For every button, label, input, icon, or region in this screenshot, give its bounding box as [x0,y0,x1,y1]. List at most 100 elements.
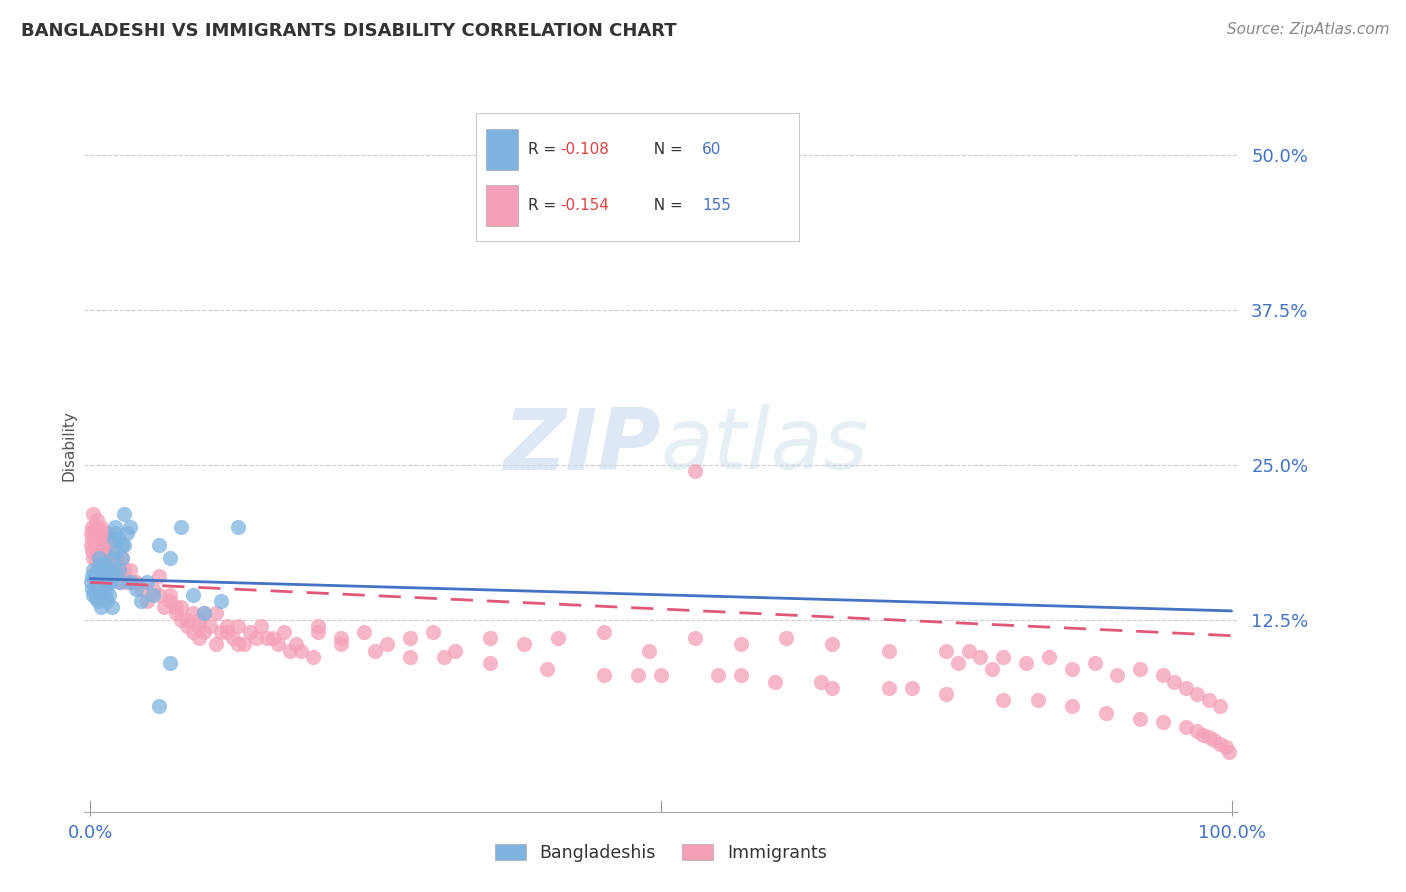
Point [93,575,115,590]
Point [228,619,250,633]
Point [93,538,115,552]
Point [1060,662,1083,676]
Point [1209,737,1232,751]
Point [105,544,128,558]
Point [96,563,118,577]
Point [969,649,991,664]
Point [112,507,135,521]
Point [198,619,221,633]
Point [84,525,107,540]
Point [181,607,204,621]
Point [90,569,112,583]
Point [1152,715,1174,730]
Point [131,582,153,596]
Point [1084,656,1107,670]
Point [273,624,295,639]
Point [683,464,706,478]
Point [148,569,170,583]
Point [193,607,215,621]
Point [957,643,980,657]
Point [94,582,117,596]
Point [83,519,105,533]
Point [118,563,141,577]
Point [89,575,111,590]
Point [107,532,129,546]
Point [100,532,122,546]
Point [100,575,122,590]
Point [638,643,661,657]
Point [104,519,127,533]
Point [330,637,353,651]
Point [82,532,104,546]
Point [83,572,105,586]
Point [103,532,125,546]
Point [118,519,141,533]
Point [993,693,1015,707]
Point [330,631,353,645]
Point [181,588,204,602]
Point [96,594,118,608]
Point [89,557,111,571]
Point [901,681,924,695]
Point [209,624,232,639]
Point [83,584,105,599]
Point [111,550,134,565]
Point [136,594,159,608]
Point [1026,693,1049,707]
Point [683,631,706,645]
Point [108,575,131,590]
Point [96,563,118,577]
Point [935,687,957,701]
Text: ZIP: ZIP [503,404,661,488]
Point [159,656,181,670]
Point [90,600,112,615]
Point [1129,712,1152,726]
Point [84,591,107,606]
Point [84,566,107,581]
Point [233,637,256,651]
Point [810,674,832,689]
Point [115,525,138,540]
Point [103,557,125,571]
Point [176,619,198,633]
Point [89,525,111,540]
Point [592,668,614,682]
Point [101,563,124,577]
Point [112,538,135,552]
Point [89,588,111,602]
Y-axis label: Disability: Disability [60,410,76,482]
Point [159,550,181,565]
Point [101,538,124,552]
Point [82,544,104,558]
Point [1152,668,1174,682]
Point [444,643,467,657]
Point [1174,681,1197,695]
Point [170,519,193,533]
Point [1209,699,1232,714]
Point [181,624,204,639]
Point [87,547,110,561]
Point [104,525,127,540]
Point [153,600,176,615]
Point [82,582,104,596]
Point [98,557,121,571]
Point [131,594,153,608]
Point [245,631,267,645]
Point [1198,731,1220,745]
Point [627,668,650,682]
Point [301,649,323,664]
Point [91,550,114,565]
Point [1015,656,1038,670]
Point [187,613,209,627]
Point [980,662,1002,676]
Point [90,519,112,533]
Point [90,544,112,558]
Point [307,624,329,639]
Point [1107,668,1129,682]
Point [993,649,1015,664]
Point [80,538,103,552]
Point [122,575,145,590]
Point [86,513,108,527]
Point [353,624,375,639]
Point [935,643,957,657]
